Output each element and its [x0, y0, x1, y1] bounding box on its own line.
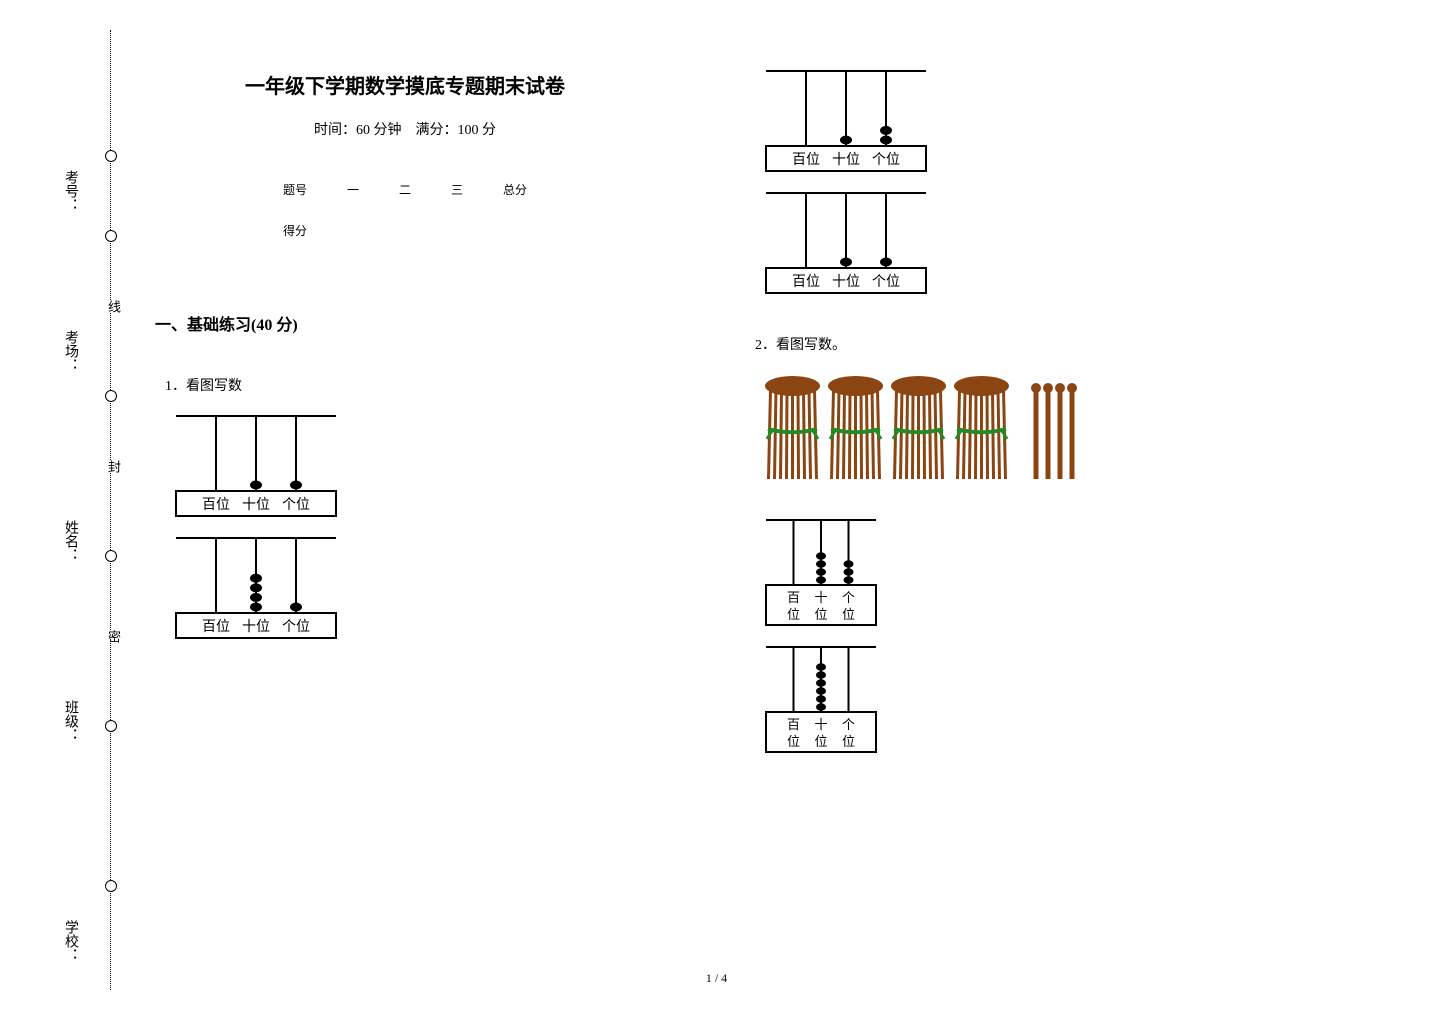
- page-title: 一年级下学期数学摸底专题期末试卷: [155, 70, 655, 99]
- svg-text:位: 位: [787, 607, 800, 622]
- sidebar-label-examno: 考号：: [60, 170, 80, 212]
- page: 一年级下学期数学摸底专题期末试卷 时间：60 分钟 满分：100 分 题号 一 …: [155, 70, 1375, 773]
- svg-text:百位: 百位: [202, 619, 230, 635]
- seal-circle: [105, 230, 117, 242]
- sidebar-label-room: 考场：: [60, 330, 80, 372]
- svg-text:十位: 十位: [242, 619, 270, 635]
- abacus-a6: 百位十位个位: [765, 646, 1245, 753]
- column-right: 百位十位个位 百位十位个位 2．看图写数。 百位十位个位 百位十位个位: [745, 70, 1245, 773]
- svg-text:百位: 百位: [202, 497, 230, 513]
- svg-text:个位: 个位: [282, 619, 310, 635]
- svg-text:个: 个: [842, 590, 855, 605]
- cell: 题号: [263, 169, 327, 210]
- sidebar-label-school: 学校：: [60, 920, 80, 962]
- svg-text:百位: 百位: [792, 152, 820, 168]
- question-2-label: 2．看图写数。: [755, 334, 1245, 354]
- svg-text:位: 位: [787, 734, 800, 749]
- seal-circle: [105, 880, 117, 892]
- page-subtitle: 时间：60 分钟 满分：100 分: [155, 119, 655, 139]
- cell: [483, 210, 547, 251]
- seal-char: 密: [104, 630, 123, 643]
- svg-text:位: 位: [842, 734, 855, 749]
- abacus-a5: 百位十位个位: [765, 519, 1245, 626]
- question-1-label: 1．看图写数: [165, 375, 655, 395]
- abacus-a2: 百位十位个位: [175, 537, 655, 639]
- sidebar-label-name: 姓名：: [60, 520, 80, 562]
- cell: 二: [379, 169, 431, 210]
- seal-char: 封: [104, 460, 123, 473]
- seal-circle: [105, 150, 117, 162]
- svg-text:百: 百: [787, 717, 800, 732]
- stick-bundles: [765, 374, 1245, 489]
- abacus-a4: 百位十位个位: [765, 192, 1245, 294]
- seal-line: 线 封 密: [110, 30, 130, 990]
- svg-text:位: 位: [814, 734, 827, 749]
- cell: 得分: [263, 210, 327, 251]
- svg-text:十位: 十位: [832, 274, 860, 290]
- column-left: 一年级下学期数学摸底专题期末试卷 时间：60 分钟 满分：100 分 题号 一 …: [155, 70, 655, 773]
- svg-text:个位: 个位: [872, 274, 900, 290]
- cell: 三: [431, 169, 483, 210]
- svg-text:十位: 十位: [832, 152, 860, 168]
- abacus-a3: 百位十位个位: [765, 70, 1245, 172]
- abacus-a1: 百位十位个位: [175, 415, 655, 517]
- svg-text:百位: 百位: [792, 274, 820, 290]
- svg-text:位: 位: [814, 607, 827, 622]
- seal-circle: [105, 720, 117, 732]
- svg-text:个位: 个位: [872, 152, 900, 168]
- seal-char: 线: [104, 300, 123, 313]
- cell: 总分: [483, 169, 547, 210]
- svg-text:十位: 十位: [242, 497, 270, 513]
- seal-circle: [105, 390, 117, 402]
- cell: [327, 210, 379, 251]
- table-row: 得分: [263, 210, 547, 251]
- svg-text:十: 十: [814, 717, 827, 732]
- svg-text:位: 位: [842, 607, 855, 622]
- table-row: 题号 一 二 三 总分: [263, 169, 547, 210]
- cell: 一: [327, 169, 379, 210]
- sidebar-label-class: 班级：: [60, 700, 80, 742]
- section-title: 一、基础练习(40 分): [155, 311, 655, 335]
- page-footer: 1 / 4: [0, 971, 1433, 986]
- score-table: 题号 一 二 三 总分 得分: [263, 169, 547, 251]
- seal-circle: [105, 550, 117, 562]
- svg-text:十: 十: [814, 590, 827, 605]
- cell: [431, 210, 483, 251]
- cell: [379, 210, 431, 251]
- svg-text:百: 百: [787, 590, 800, 605]
- svg-text:个位: 个位: [282, 497, 310, 513]
- svg-text:个: 个: [842, 717, 855, 732]
